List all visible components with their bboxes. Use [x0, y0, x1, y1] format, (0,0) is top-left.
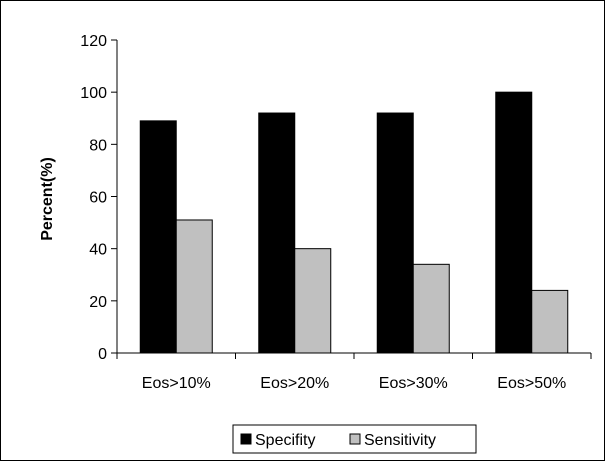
- x-tick-label: Eos>30%: [379, 375, 448, 392]
- legend-label-specifity: Specifity: [255, 432, 315, 449]
- y-tick-label: 120: [80, 33, 107, 50]
- bar-specifity-3: [376, 112, 414, 354]
- bar-sensitivity-3: [412, 263, 450, 354]
- legend-swatch-sensitivity: [349, 433, 361, 445]
- plot-area: 0 20 40 60 80 100 120 Eos>10% Eos>20% Eos>30% Eos>…: [80, 33, 592, 392]
- bar-sensitivity-4: [531, 289, 569, 354]
- y-axis-label: Percent(%): [39, 157, 56, 241]
- legend-swatch-specifity: [240, 433, 252, 445]
- y-tick-label: 40: [89, 242, 107, 259]
- y-tick-label: 100: [80, 85, 107, 102]
- x-tick-label: Eos>20%: [260, 375, 329, 392]
- bar-sensitivity-1: [175, 219, 213, 354]
- y-tick-label: 0: [98, 346, 107, 363]
- x-tick-label: Eos>50%: [497, 375, 566, 392]
- y-tick-label: 80: [89, 137, 107, 154]
- bar-specifity-4: [495, 91, 533, 354]
- bar-specifity-2: [258, 112, 296, 354]
- y-tick-label: 60: [89, 190, 107, 207]
- y-tick-label: 20: [89, 294, 107, 311]
- legend: Specifity Sensitivity: [232, 424, 477, 454]
- x-tick-label: Eos>10%: [142, 375, 211, 392]
- bar-specifity-1: [139, 120, 177, 354]
- bar-sensitivity-2: [294, 248, 332, 354]
- legend-label-sensitivity: Sensitivity: [364, 432, 436, 449]
